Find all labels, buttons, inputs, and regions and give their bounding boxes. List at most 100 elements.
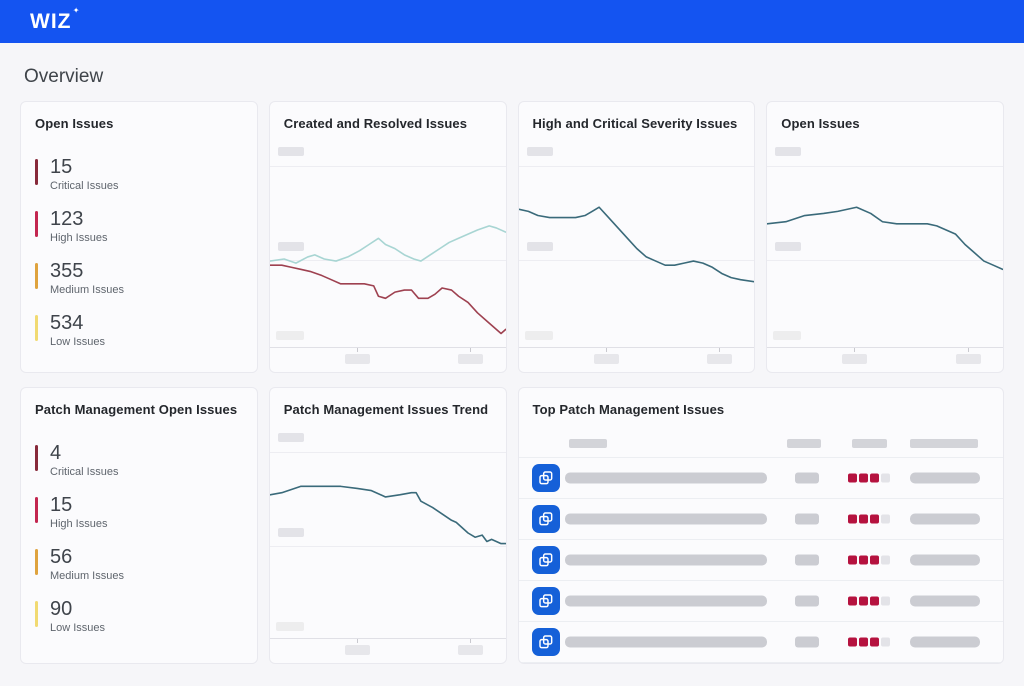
gridline bbox=[518, 166, 755, 167]
chart-area bbox=[767, 137, 1003, 372]
gridline bbox=[269, 546, 506, 547]
wiz-logo[interactable]: WIZ ✦ bbox=[30, 6, 80, 34]
severity-square bbox=[847, 514, 857, 524]
chart-area bbox=[269, 137, 506, 372]
overview-page: Overview Open Issues 15 Critical Issues 12… bbox=[0, 43, 1024, 664]
card-title: High and Critical Severity Issues bbox=[532, 116, 738, 131]
issue-meta-placeholder bbox=[909, 595, 980, 607]
x-axis-label-placeholder bbox=[344, 645, 370, 655]
x-axis-label-placeholder bbox=[842, 354, 868, 364]
wiz-logo-text: WIZ bbox=[30, 9, 72, 33]
metric-value: 90 bbox=[50, 598, 73, 620]
severity-square bbox=[880, 473, 890, 483]
x-axis-tick bbox=[718, 348, 720, 352]
copy-icon bbox=[531, 505, 560, 533]
card-title: Patch Management Open Issues bbox=[35, 402, 238, 417]
kpi-text: 534 Low Issues bbox=[50, 312, 106, 349]
chart-area bbox=[518, 137, 755, 372]
line-chart bbox=[270, 427, 506, 639]
severity-indicator bbox=[847, 637, 890, 647]
series-resolved bbox=[270, 265, 506, 333]
x-axis-label-placeholder bbox=[344, 354, 370, 364]
metric-value: 534 bbox=[50, 312, 84, 334]
table-row[interactable] bbox=[518, 622, 1003, 663]
line-chart bbox=[519, 141, 755, 348]
kpi-text: 123 High Issues bbox=[50, 209, 108, 245]
gridline bbox=[518, 260, 755, 261]
metric-label: High Issues bbox=[50, 518, 108, 530]
card-title: Created and Resolved Issues bbox=[283, 116, 468, 131]
severity-square bbox=[869, 473, 879, 483]
severity-bar-low bbox=[35, 315, 38, 341]
severity-square bbox=[880, 555, 890, 565]
severity-square bbox=[880, 637, 890, 647]
y-axis-label-placeholder bbox=[775, 242, 802, 251]
card-title: Open Issues bbox=[781, 116, 860, 131]
severity-square bbox=[858, 596, 868, 606]
severity-bar-critical bbox=[35, 159, 38, 185]
severity-indicator bbox=[847, 514, 890, 524]
metric-label: Medium Issues bbox=[50, 284, 124, 296]
dashboard-grid: Open Issues 15 Critical Issues 123 High Iss… bbox=[20, 101, 1004, 664]
table-row[interactable] bbox=[518, 499, 1003, 540]
y-axis-label-placeholder bbox=[524, 331, 553, 340]
issue-title-placeholder bbox=[564, 595, 767, 607]
y-axis-label-placeholder bbox=[775, 147, 802, 156]
x-axis-tick bbox=[356, 348, 358, 352]
x-axis-tick bbox=[356, 639, 358, 643]
severity-square bbox=[847, 637, 857, 647]
table-row[interactable] bbox=[518, 581, 1003, 622]
wiz-logo-sparkle-icon: ✦ bbox=[72, 5, 81, 15]
y-axis-label-placeholder bbox=[277, 242, 304, 251]
gridline bbox=[767, 166, 1003, 167]
issue-count-placeholder bbox=[794, 595, 819, 607]
x-axis-label-placeholder bbox=[458, 354, 484, 364]
severity-bar-high bbox=[35, 211, 38, 237]
metric-value: 4 bbox=[50, 442, 62, 464]
copy-icon bbox=[531, 546, 560, 574]
kpi-item: 4 Critical Issues bbox=[35, 443, 243, 481]
severity-square bbox=[858, 473, 868, 483]
x-axis-label-placeholder bbox=[706, 354, 732, 364]
kpi-item: 15 Critical Issues bbox=[35, 157, 243, 195]
issue-meta-placeholder bbox=[909, 472, 980, 484]
x-axis-line bbox=[518, 347, 755, 348]
severity-square bbox=[847, 473, 857, 483]
metric-value: 15 bbox=[50, 156, 73, 178]
y-axis-label-placeholder bbox=[277, 528, 304, 537]
column-header-placeholder bbox=[851, 439, 887, 448]
issue-count-placeholder bbox=[794, 472, 819, 484]
line-chart bbox=[270, 141, 506, 348]
metric-label: High Issues bbox=[50, 232, 108, 244]
chart-area bbox=[269, 423, 506, 663]
issue-title-placeholder bbox=[564, 513, 767, 525]
metric-label: Medium Issues bbox=[50, 570, 124, 582]
severity-square bbox=[847, 555, 857, 565]
metric-value: 355 bbox=[50, 260, 84, 282]
x-axis-label-placeholder bbox=[593, 354, 619, 364]
kpi-item: 15 High Issues bbox=[35, 495, 243, 533]
gridline bbox=[269, 452, 506, 453]
card-created-resolved-issues: Created and Resolved Issues bbox=[268, 101, 507, 373]
card-top-patch-management-issues: Top Patch Management Issues bbox=[517, 387, 1004, 664]
severity-square bbox=[847, 596, 857, 606]
issue-meta-placeholder bbox=[909, 554, 980, 566]
kpi-text: 90 Low Issues bbox=[50, 598, 105, 635]
severity-bar-critical bbox=[35, 445, 38, 471]
table-body bbox=[518, 457, 1003, 663]
series-patch-issues bbox=[270, 486, 506, 543]
table-row[interactable] bbox=[518, 458, 1003, 499]
table-row[interactable] bbox=[518, 540, 1003, 581]
card-open-issues: Open Issues 15 Critical Issues 123 High Iss… bbox=[20, 101, 258, 373]
metric-label: Low Issues bbox=[50, 336, 106, 348]
kpi-item: 534 Low Issues bbox=[35, 313, 243, 351]
x-axis-tick bbox=[854, 348, 856, 352]
kpi-list: 15 Critical Issues 123 High Issues 355 Medium… bbox=[21, 131, 257, 365]
severity-bar-low bbox=[35, 601, 38, 627]
y-axis-label-placeholder bbox=[277, 147, 304, 156]
x-axis-tick bbox=[605, 348, 607, 352]
metric-value: 56 bbox=[50, 546, 73, 568]
severity-square bbox=[869, 514, 879, 524]
kpi-text: 15 High Issues bbox=[50, 495, 108, 531]
kpi-text: 15 Critical Issues bbox=[50, 156, 118, 193]
